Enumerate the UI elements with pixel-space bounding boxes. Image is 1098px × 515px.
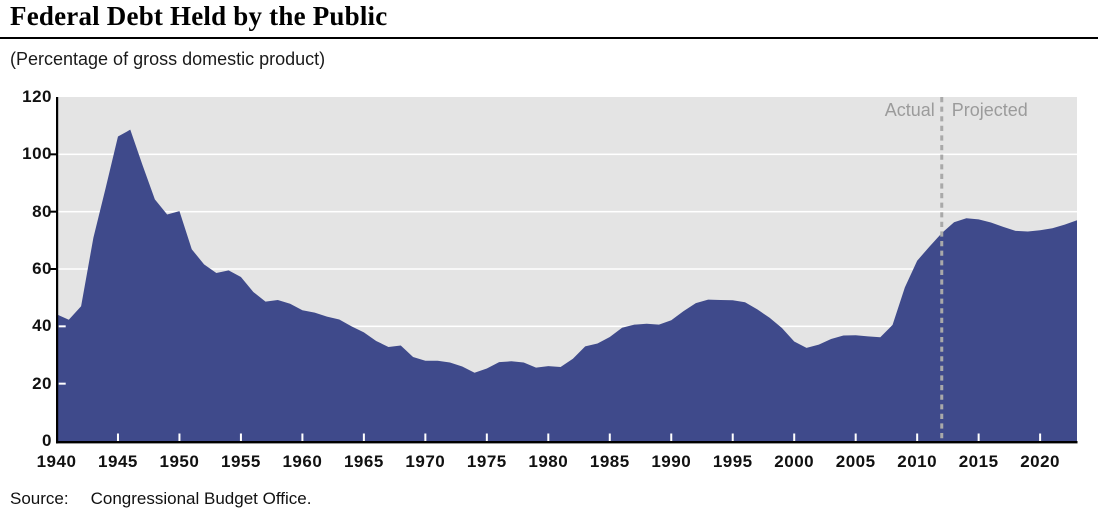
x-tick — [362, 433, 365, 441]
y-tick-label: 120 — [22, 87, 52, 106]
x-tick — [178, 433, 181, 441]
actual-label: Actual — [884, 100, 935, 120]
y-tick-label: 80 — [32, 201, 52, 221]
y-tick-label: 0 — [42, 431, 52, 450]
y-tick-label: 40 — [32, 316, 52, 336]
x-tick — [547, 433, 550, 441]
x-tick — [608, 433, 611, 441]
y-tick-label: 20 — [32, 373, 52, 393]
y-tick-inner — [58, 382, 66, 385]
y-axis-line — [56, 97, 59, 444]
x-tick-label: 2005 — [835, 452, 876, 471]
x-tick-label: 1955 — [221, 452, 261, 471]
x-tick — [1039, 433, 1042, 441]
x-tick-label: 2020 — [1020, 452, 1061, 471]
x-tick-label: 1990 — [651, 452, 692, 471]
x-tick-label: 1980 — [528, 452, 569, 471]
gridline — [56, 210, 1077, 213]
x-tick-label: 1940 — [36, 452, 77, 471]
x-tick-label: 1970 — [405, 452, 446, 471]
y-tick-inner — [58, 325, 66, 328]
chart-subtitle: (Percentage of gross domestic product) — [10, 49, 326, 69]
debt-area — [56, 129, 1077, 441]
x-tick-label: 1945 — [98, 452, 138, 471]
x-tick-label: 2000 — [774, 452, 815, 471]
gridline — [56, 268, 1077, 270]
y-tick — [49, 153, 57, 156]
x-tick — [301, 433, 304, 441]
x-tick — [916, 433, 919, 441]
page-title: Federal Debt Held by the Public — [10, 1, 388, 31]
source-label: Source: — [10, 489, 69, 508]
x-tick — [239, 433, 242, 441]
title-rule — [0, 37, 1098, 39]
source-line: Source: Congressional Budget Office. — [10, 489, 311, 509]
x-tick — [977, 433, 980, 441]
x-tick — [670, 433, 673, 441]
x-tick-label: 1960 — [282, 452, 323, 471]
y-tick — [49, 268, 57, 270]
x-tick-label: 1965 — [343, 452, 384, 471]
x-tick-label: 1975 — [466, 452, 507, 471]
x-tick-label: 1985 — [589, 452, 630, 471]
projected-label: Projected — [951, 100, 1028, 120]
y-tick-label: 100 — [22, 144, 52, 164]
x-tick-label: 1950 — [159, 452, 200, 471]
x-tick-label: 1995 — [712, 452, 753, 471]
x-tick — [731, 433, 734, 441]
y-tick-label: 60 — [32, 259, 52, 278]
x-tick-label: 2010 — [897, 452, 938, 471]
x-tick-label: 2015 — [958, 452, 999, 471]
x-tick — [854, 433, 857, 441]
x-axis-line — [56, 441, 1078, 444]
x-tick — [424, 433, 427, 441]
source-text: Congressional Budget Office. — [90, 489, 312, 508]
x-tick — [485, 433, 488, 441]
gridline — [56, 153, 1077, 156]
gridline — [56, 325, 1077, 328]
x-tick — [793, 433, 796, 441]
y-tick — [49, 210, 57, 213]
x-tick — [116, 433, 119, 441]
